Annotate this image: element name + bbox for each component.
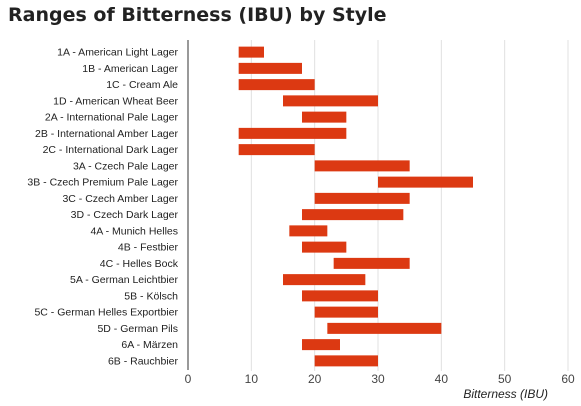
range-bar[interactable] (314, 306, 378, 318)
category-label: 1C - Cream Ale (106, 79, 178, 91)
range-bar[interactable] (238, 144, 315, 156)
range-bar[interactable] (314, 160, 410, 172)
range-bar[interactable] (333, 257, 410, 269)
range-bar[interactable] (302, 241, 347, 253)
category-label: 6B - Rauchbier (108, 355, 179, 367)
range-bar[interactable] (283, 95, 378, 107)
category-label: 2A - International Pale Lager (45, 112, 179, 124)
x-tick-labels: 0 10 20 30 40 50 60 (185, 372, 575, 386)
range-bar[interactable] (238, 79, 315, 91)
category-label: 5D - German Pils (97, 323, 178, 335)
x-tick-label: 10 (245, 372, 259, 386)
category-label: 1D - American Wheat Beer (53, 95, 178, 107)
range-bar[interactable] (302, 290, 378, 302)
chart-title: Ranges of Bitterness (IBU) by Style (8, 4, 387, 26)
range-bar[interactable] (238, 46, 264, 58)
category-label: 3C - Czech Amber Lager (62, 193, 178, 205)
category-label: 3B - Czech Premium Pale Lager (27, 177, 178, 189)
category-label: 3D - Czech Dark Lager (71, 209, 179, 221)
range-bar[interactable] (289, 225, 328, 237)
category-label: 3A - Czech Pale Lager (73, 160, 179, 172)
range-bar[interactable] (238, 127, 347, 139)
range-bar[interactable] (302, 111, 347, 123)
range-bar[interactable] (378, 176, 473, 188)
category-label: 4B - Festbier (118, 242, 179, 254)
range-bar[interactable] (327, 322, 442, 334)
x-tick-label: 40 (435, 372, 449, 386)
range-bar[interactable] (302, 339, 340, 351)
category-label: 1B - American Lager (82, 63, 178, 75)
category-label: 2C - International Dark Lager (43, 144, 179, 156)
range-bar[interactable] (302, 209, 404, 221)
x-tick-label: 50 (498, 372, 512, 386)
category-label: 5B - Kölsch (124, 290, 178, 302)
x-tick-label: 30 (371, 372, 385, 386)
range-bar[interactable] (314, 192, 410, 204)
x-axis-title: Bitterness (IBU) (463, 387, 548, 401)
bars (238, 46, 473, 367)
category-label: 2B - International Amber Lager (35, 128, 179, 140)
range-bar[interactable] (238, 62, 302, 74)
category-label: 4A - Munich Helles (90, 225, 178, 237)
x-tick-label: 0 (185, 372, 192, 386)
category-label: 4C - Helles Bock (100, 258, 179, 270)
category-labels: 1A - American Light Lager 1B - American L… (27, 47, 178, 368)
range-bar[interactable] (314, 355, 378, 367)
category-label: 1A - American Light Lager (57, 47, 178, 59)
range-bar[interactable] (283, 274, 366, 286)
x-tick-label: 20 (308, 372, 322, 386)
category-label: 6A - Märzen (121, 339, 178, 351)
x-tick-label: 60 (561, 372, 575, 386)
category-label: 5C - German Helles Exportbier (34, 307, 178, 319)
category-label: 5A - German Leichtbier (70, 274, 178, 286)
